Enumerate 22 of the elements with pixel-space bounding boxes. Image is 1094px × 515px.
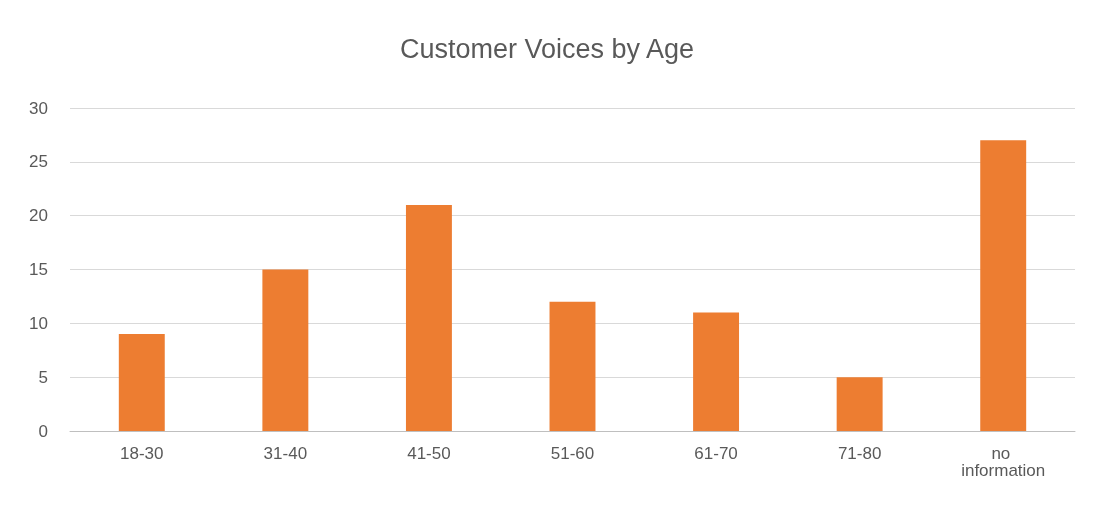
x-tick-label: 18-30 (120, 444, 164, 463)
y-tick-label: 30 (29, 98, 48, 118)
bar (693, 312, 740, 431)
x-tick-label: 51-60 (550, 444, 595, 463)
bar (262, 269, 309, 431)
x-tick-label: 61-70 (694, 444, 738, 463)
x-tick-label: 31-40 (263, 444, 308, 463)
x-tick-label: 41-50 (407, 444, 451, 463)
bar (118, 334, 165, 431)
y-tick-label: 20 (29, 206, 48, 226)
chart-title: Customer Voices by Age (399, 33, 695, 64)
x-tick-label: no information (961, 444, 1046, 480)
bar (549, 301, 596, 431)
y-tick-label: 25 (29, 152, 48, 172)
y-tick-label: 5 (38, 367, 48, 387)
bar (405, 204, 452, 431)
y-tick-label: 0 (38, 421, 48, 441)
x-tick-label: 71-80 (837, 444, 882, 463)
y-tick-label: 10 (29, 313, 48, 333)
y-tick-label: 15 (29, 260, 48, 279)
bar (836, 377, 883, 431)
bar (980, 140, 1027, 431)
